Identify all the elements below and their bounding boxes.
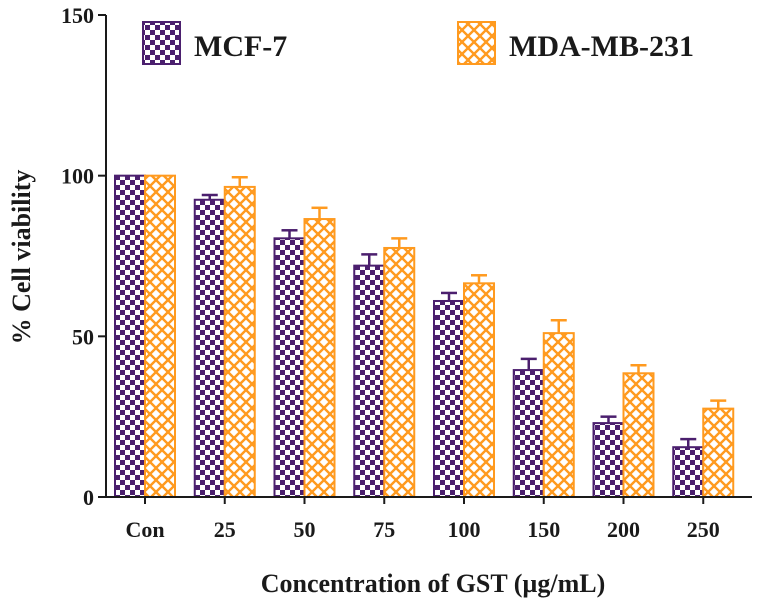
- x-tick-label: 75: [373, 517, 395, 542]
- x-tick-label: 25: [214, 517, 236, 542]
- y-tick-label: 100: [61, 164, 94, 189]
- y-axis-title: % Cell viability: [7, 170, 36, 345]
- legend-label-mdamb231: MDA-MB-231: [509, 30, 694, 63]
- bar-mdamb231-50: [303, 218, 336, 498]
- y-axis: 0 50 100 150: [61, 3, 107, 510]
- bar-mcf7-25: [193, 198, 226, 498]
- bar-mdamb231-250: [702, 407, 735, 498]
- bar-mcf7-50: [273, 237, 306, 498]
- legend-label-mcf7: MCF-7: [194, 30, 287, 63]
- x-axis: Con 25 50 75 100 150 200 250: [106, 496, 752, 542]
- y-tick-label: 0: [83, 485, 94, 510]
- y-tick-label: 150: [61, 3, 94, 28]
- bar-mcf7-200: [592, 422, 625, 498]
- bar-mdamb231-200: [622, 372, 655, 498]
- bar-mcf7-150: [512, 369, 545, 498]
- x-tick-label: 50: [294, 517, 316, 542]
- plot-area: [114, 174, 735, 499]
- bar-mcf7-75: [353, 264, 386, 499]
- bar-mdamb231-Con: [144, 174, 176, 499]
- bar-mdamb231-100: [463, 282, 495, 498]
- x-tick-label: 150: [527, 517, 560, 542]
- x-tick-label: 200: [607, 517, 640, 542]
- bar-mdamb231-25: [223, 185, 256, 498]
- x-tick-label: 100: [448, 517, 481, 542]
- y-tick-label: 50: [72, 324, 94, 349]
- x-tick-label: Con: [125, 517, 164, 542]
- legend: MCF-7 MDA-MB-231: [142, 21, 694, 65]
- legend-item-mcf7: MCF-7: [142, 21, 287, 65]
- x-axis-title: Concentration of GST (µg/mL): [261, 569, 606, 598]
- bar-mdamb231-75: [383, 246, 416, 498]
- x-tick-label: 250: [687, 517, 720, 542]
- bar-mcf7-Con: [114, 174, 146, 499]
- bar-mcf7-100: [433, 299, 465, 498]
- legend-swatch-mcf7: [142, 21, 181, 65]
- legend-swatch-mdamb231: [457, 21, 496, 65]
- bar-mdamb231-150: [542, 332, 575, 498]
- bar-mcf7-250: [672, 446, 705, 498]
- legend-item-mdamb231: MDA-MB-231: [457, 21, 694, 65]
